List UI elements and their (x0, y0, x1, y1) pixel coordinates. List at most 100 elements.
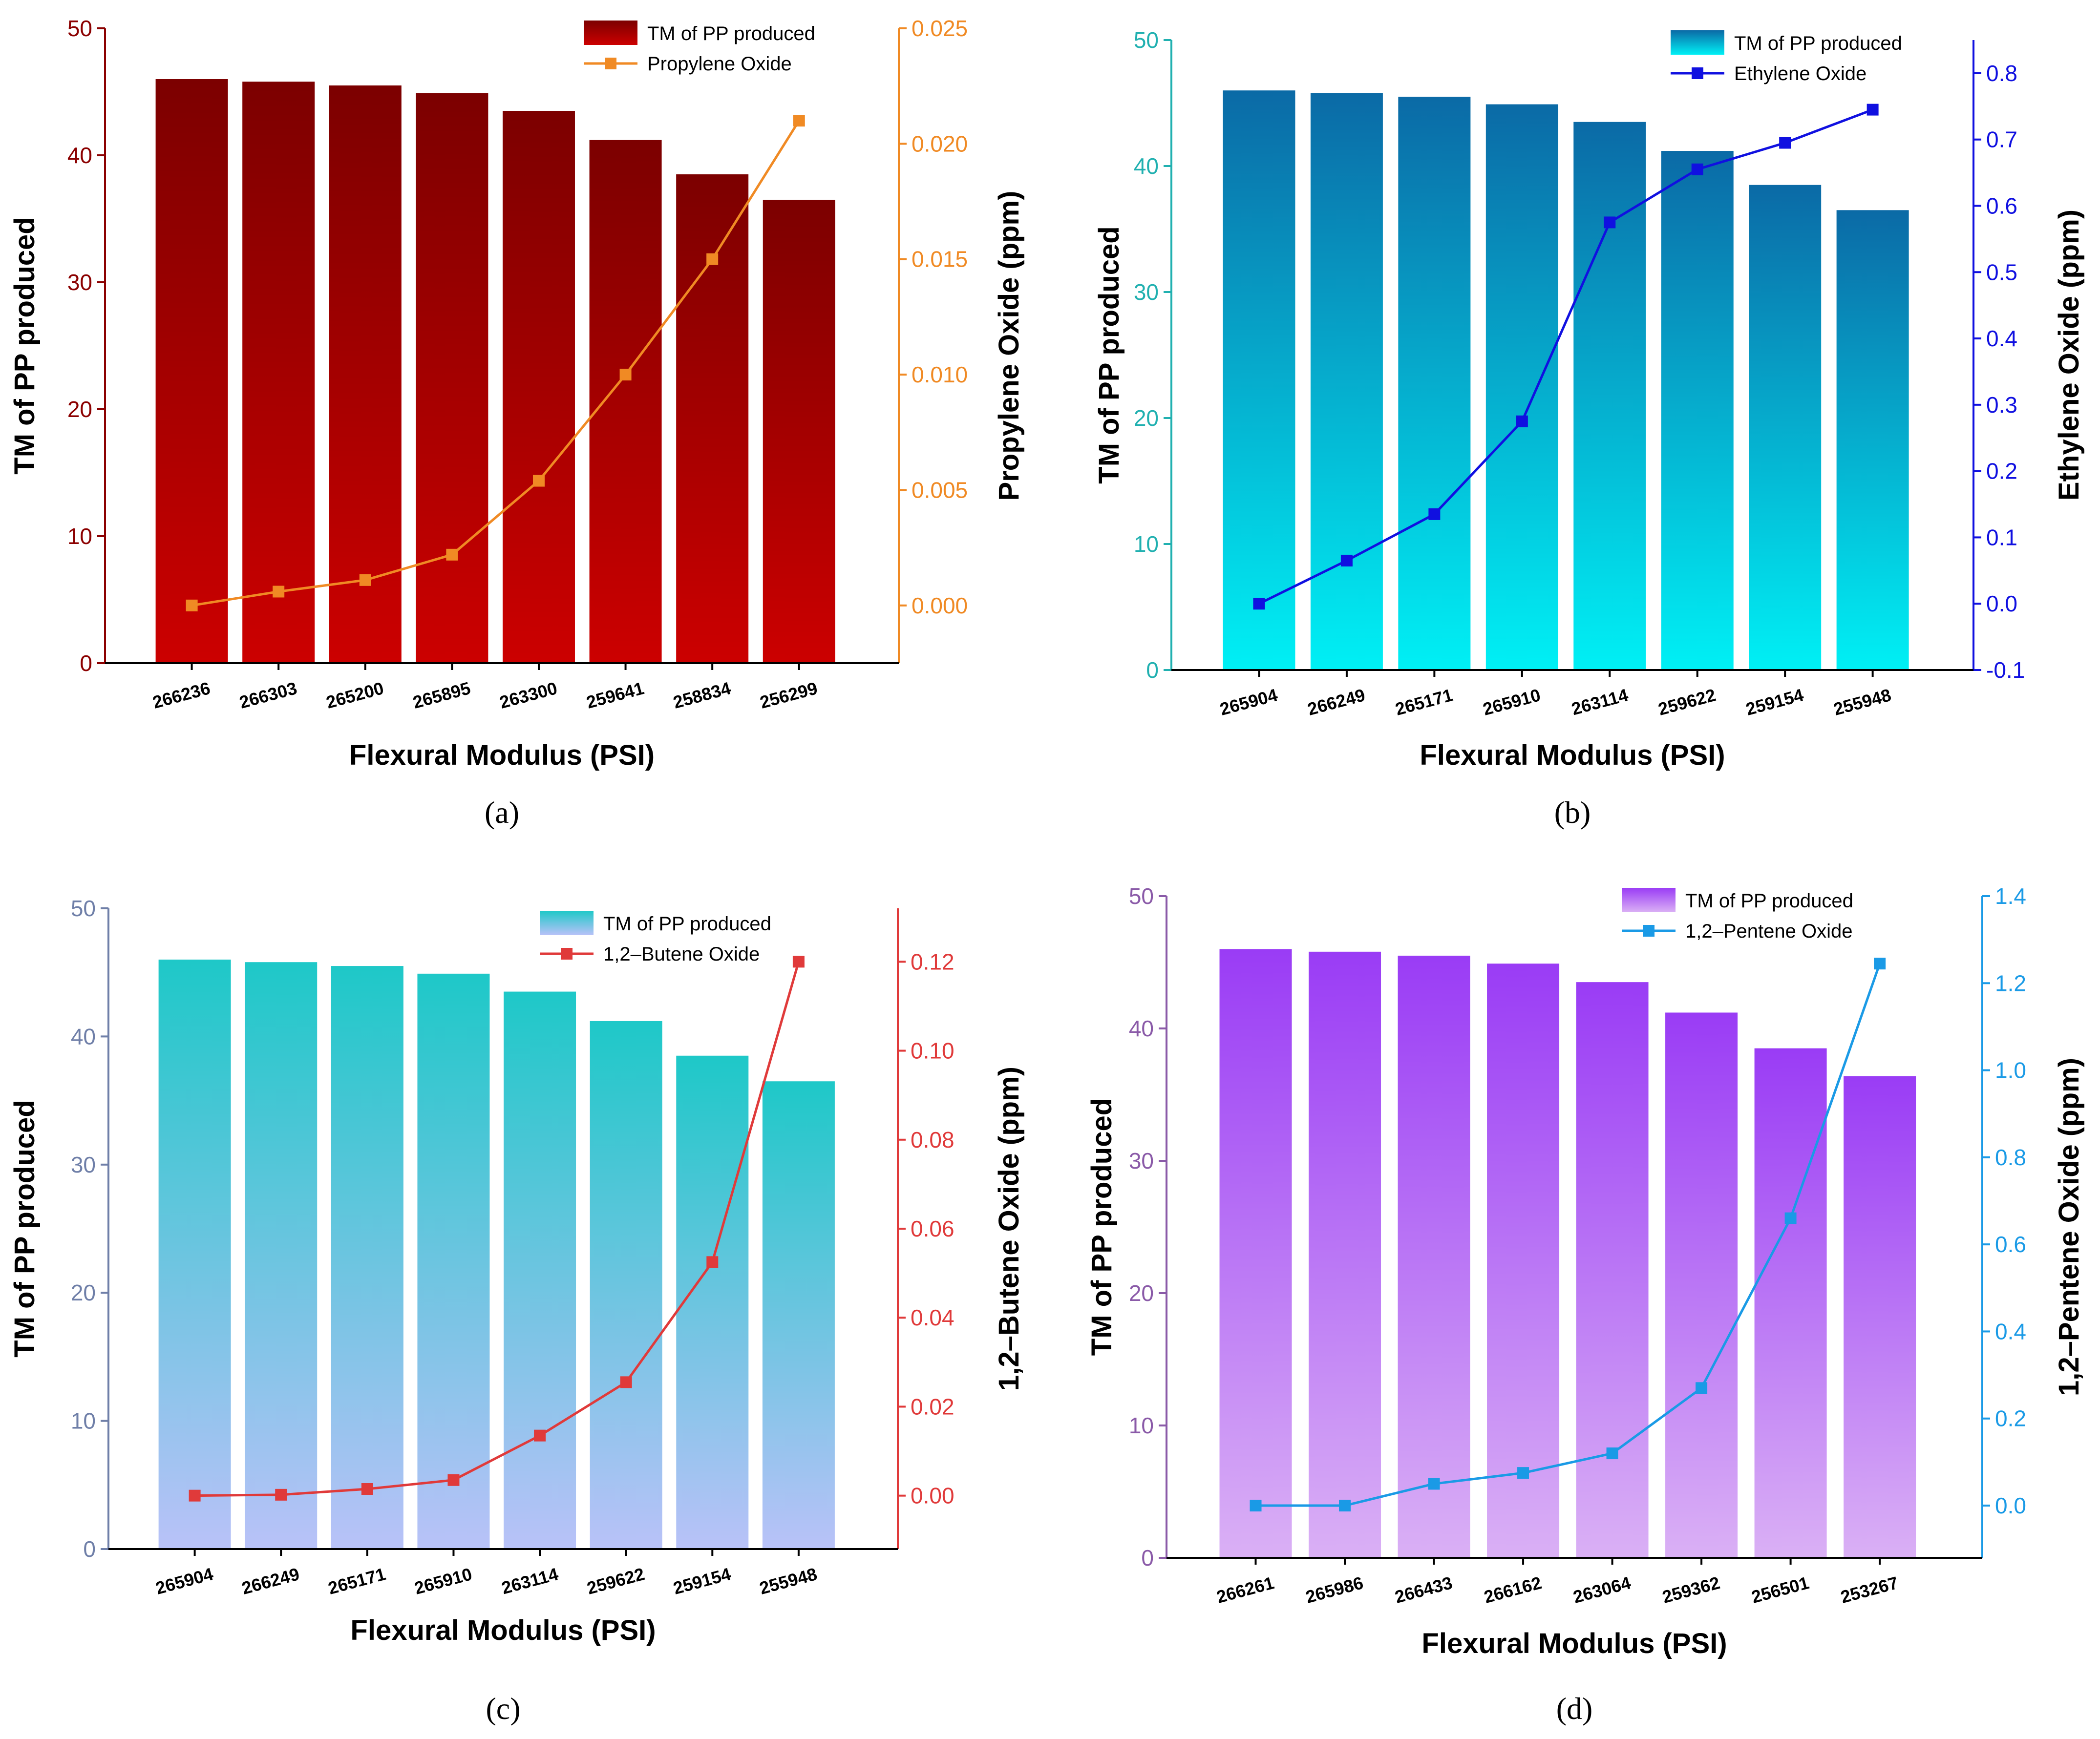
left-tick-label: 40 (1134, 153, 1159, 179)
axes-group (1170, 40, 1974, 671)
legend: TM of PP produced 1,2–Butene Oxide (540, 911, 771, 965)
bar-266261 (1219, 949, 1292, 1558)
x-axis-ticks: 265904 266249 265171 265910 263114 259622 2591… (1218, 670, 1893, 719)
x-tick-label: 265910 (1481, 685, 1543, 719)
bar-266249 (245, 962, 318, 1549)
line-point-265171 (361, 1483, 373, 1495)
x-axis-ticks: 266236 266303 265200 265895 263300 259641 2588… (150, 663, 820, 712)
line-point-263114 (1604, 216, 1616, 229)
line-point-266236 (186, 599, 198, 611)
y-axis-title: TM of PP produced (1086, 1098, 1118, 1356)
x-tick-label: 265904 (1218, 685, 1280, 719)
legend-swatch-bar (584, 21, 637, 45)
legend-swatch-marker (1643, 925, 1655, 937)
line-point-258834 (706, 253, 719, 265)
line-point-259154 (1779, 137, 1791, 149)
legend-swatch-marker (561, 948, 573, 960)
legend-swatch-bar (1671, 30, 1724, 55)
line-point-255948 (792, 956, 805, 968)
x-tick-label: 259362 (1660, 1572, 1722, 1607)
right-tick-label: 0.000 (912, 593, 968, 618)
legend-label-line: 1,2–Butene Oxide (603, 943, 760, 965)
x-tick-label: 259622 (585, 1564, 647, 1598)
line-point-255948 (1867, 104, 1879, 116)
left-tick-label: 10 (1129, 1413, 1154, 1438)
right-tick-label: 0.6 (1995, 1232, 2026, 1257)
line-point-265895 (446, 548, 458, 561)
line-point-265904 (189, 1489, 201, 1502)
left-tick-label: 30 (67, 270, 92, 295)
bar-265171 (331, 966, 403, 1549)
line-series-path (194, 961, 800, 1497)
x-tick-label: 255948 (757, 1564, 819, 1598)
bar-255948 (762, 1081, 835, 1549)
bar-266433 (1398, 955, 1470, 1558)
panel-label: (d) (1556, 1691, 1593, 1726)
x-tick-label: 256501 (1749, 1572, 1811, 1607)
legend-label-bar: TM of PP produced (647, 23, 815, 44)
line-point-266249 (275, 1488, 287, 1501)
bar-265904 (158, 959, 231, 1549)
x-tick-label: 259641 (584, 678, 646, 712)
bar-263064 (1576, 982, 1649, 1558)
right-tick-label: 0.4 (1995, 1319, 2026, 1344)
line-point-265910 (1516, 415, 1528, 427)
legend-label-line: 1,2–Pentene Oxide (1685, 921, 1852, 942)
bar-259622 (590, 1021, 662, 1549)
line-point-259622 (1691, 163, 1703, 175)
legend-swatch-marker (605, 58, 616, 69)
bar-266249 (1310, 93, 1383, 670)
left-tick-label: 50 (1134, 27, 1159, 53)
legend-label-line: Propylene Oxide (647, 53, 792, 75)
x-tick-label: 266236 (150, 678, 212, 712)
bar-263300 (502, 111, 575, 663)
bar-265986 (1309, 951, 1381, 1558)
left-axis-ticks: 0 10 20 30 40 50 (1134, 27, 1171, 683)
bar-266303 (242, 82, 315, 664)
panel-label: (a) (485, 795, 519, 830)
bar-255948 (1836, 210, 1909, 670)
line-point-259622 (620, 1376, 632, 1388)
x-tick-label: 266249 (240, 1564, 302, 1598)
right-tick-label: 0.06 (911, 1216, 955, 1241)
y-axis-title: TM of PP produced (1093, 226, 1125, 483)
x-tick-label: 258834 (671, 678, 733, 712)
right-tick-label: 0.015 (912, 247, 968, 272)
bar-256299 (763, 200, 835, 663)
right-tick-label: 0.10 (911, 1038, 955, 1064)
line-point-259154 (706, 1256, 719, 1268)
legend-label-bar: TM of PP produced (1734, 33, 1902, 54)
x-tick-label: 265200 (324, 678, 386, 712)
panel-label: (c) (486, 1691, 520, 1726)
line-point-263114 (534, 1429, 546, 1442)
legend: TM of PP produced Propylene Oxide (584, 21, 815, 75)
bar-259154 (1749, 185, 1822, 670)
x-tick-label: 263114 (499, 1564, 560, 1598)
left-tick-label: 20 (1129, 1280, 1154, 1306)
right-tick-label: 1.4 (1995, 883, 2026, 909)
right-tick-label: 0.4 (1986, 326, 2017, 351)
right-tick-label: 1.0 (1995, 1058, 2026, 1083)
right-tick-label: 0.08 (911, 1127, 955, 1152)
line-group (186, 115, 805, 611)
left-tick-label: 40 (71, 1024, 96, 1049)
bars-group (155, 79, 835, 664)
line-series-path (191, 120, 800, 607)
right-tick-label: 0.005 (912, 477, 968, 503)
line-point-266249 (1340, 554, 1353, 566)
right-axis-ticks: 0.0 0.2 0.4 0.6 0.8 1.0 1.2 1.4 (1982, 883, 2026, 1518)
y2-axis-title: Ethylene Oxide (ppm) (2053, 210, 2085, 501)
x-axis-title: Flexural Modulus (PSI) (349, 739, 655, 771)
panel-label: (b) (1554, 795, 1591, 830)
right-axis-ticks: 0.00 0.02 0.04 0.06 0.08 0.10 0.12 (898, 949, 955, 1509)
right-tick-label: 0.0 (1986, 591, 2017, 616)
left-tick-label: 10 (71, 1408, 96, 1434)
left-tick-label: 20 (1134, 405, 1159, 431)
x-tick-label: 266303 (237, 678, 299, 712)
right-tick-label: 0.0 (1995, 1493, 2026, 1518)
x-tick-label: 263114 (1570, 685, 1631, 719)
line-point-256299 (793, 115, 805, 127)
chart-panel-c: 0 10 20 30 40 50 0.00 0.02 0.04 0.06 0.08 0.10 0.12… (9, 896, 1025, 1726)
legend-swatch-bar (1622, 888, 1676, 912)
